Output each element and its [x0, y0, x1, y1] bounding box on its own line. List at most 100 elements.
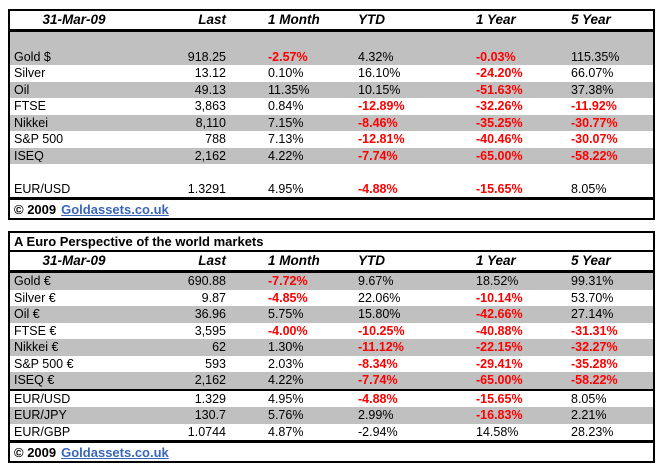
- table-row: S&P 500 € 593 2.03% -8.34% -29.41% -35.28%: [10, 356, 653, 373]
- cell-ytd: -7.74%: [358, 374, 398, 387]
- cell-5year: -58.22%: [571, 374, 618, 387]
- row-label: FTSE €: [14, 324, 57, 337]
- divider: [10, 29, 653, 32]
- row-label: Oil €: [14, 308, 40, 321]
- divider: [10, 270, 653, 273]
- cell-1month: 7.13%: [268, 133, 304, 146]
- cell-last: 1.0744: [187, 425, 226, 438]
- cell-ytd: 15.80%: [358, 308, 401, 321]
- table-row: EUR/JPY 130.7 5.76% 2.99% -16.83% 2.21%: [10, 407, 653, 424]
- table-row: Oil 49.13 11.35% 10.15% -51.63% 37.38%: [10, 81, 653, 98]
- cell-ytd: -12.89%: [358, 100, 405, 113]
- cell-1month: 5.76%: [268, 409, 304, 422]
- usd-table-fx-rows: EUR/USD 1.3291 4.95% -4.88% -15.65% 8.05%: [10, 181, 653, 198]
- col-header-date: 31-Mar-09: [42, 254, 106, 268]
- cell-1month: 4.87%: [268, 425, 304, 438]
- cell-last: 3,595: [194, 324, 226, 337]
- cell-ytd: -11.12%: [358, 341, 404, 354]
- cell-5year: -58.22%: [571, 149, 618, 162]
- table-row: Nikkei 8,110 7.15% -8.46% -35.25% -30.77%: [10, 114, 653, 131]
- cell-ytd: -4.88%: [358, 182, 398, 195]
- cell-1month: 4.95%: [268, 392, 304, 405]
- row-label: EUR/GBP: [14, 425, 71, 438]
- row-label: FTSE: [14, 100, 46, 113]
- table-row: ISEQ € 2,162 4.22% -7.74% -65.00% -58.22%: [10, 372, 653, 389]
- row-label: Nikkei €: [14, 341, 59, 354]
- cell-ytd: 16.10%: [358, 67, 401, 80]
- spacer-row: [10, 164, 653, 181]
- cell-ytd: 10.15%: [358, 83, 401, 96]
- cell-ytd: 9.67%: [358, 275, 394, 288]
- cell-1month: -4.85%: [268, 291, 308, 304]
- cell-ytd: -7.74%: [358, 149, 398, 162]
- euro-table-title: A Euro Perspective of the world markets: [14, 234, 264, 249]
- table-row: FTSE 3,863 0.84% -12.89% -32.26% -11.92%: [10, 98, 653, 115]
- cell-5year: 115.35%: [571, 50, 620, 63]
- euro-table-header-row: 31-Mar-09 Last 1 Month YTD 1 Year 5 Year: [10, 252, 653, 270]
- cell-ytd: -8.34%: [358, 357, 398, 370]
- row-label: Silver €: [14, 291, 56, 304]
- cell-last: 918.25: [187, 50, 226, 63]
- goldassets-link[interactable]: Goldassets.co.uk: [61, 201, 169, 217]
- table-row: Nikkei € 62 1.30% -11.12% -22.15% -32.27%: [10, 339, 653, 356]
- cell-1year: -24.20%: [476, 67, 523, 80]
- copyright-text: © 2009: [14, 444, 57, 460]
- table-row: EUR/USD 1.3291 4.95% -4.88% -15.65% 8.05%: [10, 181, 653, 198]
- cell-1month: -2.57%: [268, 50, 308, 63]
- table-row: Gold $ 918.25 -2.57% 4.32% -0.03% 115.35%: [10, 48, 653, 65]
- cell-5year: -11.92%: [571, 100, 617, 113]
- cell-5year: 53.70%: [571, 291, 614, 304]
- cell-last: 2,162: [194, 374, 226, 387]
- cell-1year: -29.41%: [476, 357, 523, 370]
- cell-last: 49.13: [194, 83, 226, 96]
- table-row: S&P 500 788 7.13% -12.81% -40.46% -30.07%: [10, 131, 653, 148]
- usd-table-header-row: 31-Mar-09 Last 1 Month YTD 1 Year 5 Year: [10, 11, 653, 29]
- euro-table-main-rows: Gold € 690.88 -7.72% 9.67% 18.52% 99.31% Silve…: [10, 273, 653, 389]
- col-header-1year: 1 Year: [476, 13, 516, 27]
- row-label: S&P 500: [14, 133, 64, 146]
- cell-5year: 27.14%: [571, 308, 614, 321]
- cell-last: 1.329: [194, 392, 226, 405]
- cell-1year: -40.88%: [476, 324, 523, 337]
- cell-last: 3,863: [194, 100, 226, 113]
- cell-last: 36.96: [194, 308, 226, 321]
- cell-last: 593: [205, 357, 226, 370]
- cell-1year: -40.46%: [476, 133, 523, 146]
- cell-1year: -0.03%: [476, 50, 516, 63]
- col-header-1month: 1 Month: [268, 13, 320, 27]
- cell-1month: 0.84%: [268, 100, 304, 113]
- row-label: Gold €: [14, 275, 51, 288]
- usd-table-footer: © 2009 Goldassets.co.uk: [10, 200, 653, 218]
- cell-ytd: -8.46%: [358, 116, 398, 129]
- cell-5year: 99.31%: [571, 275, 614, 288]
- cell-1month: 4.95%: [268, 182, 304, 195]
- col-header-5year: 5 Year: [571, 13, 611, 27]
- row-label: S&P 500 €: [14, 357, 74, 370]
- row-label: Gold $: [14, 50, 51, 63]
- cell-1year: -65.00%: [476, 149, 523, 162]
- cell-5year: 2.21%: [571, 409, 607, 422]
- cell-last: 13.12: [194, 67, 226, 80]
- cell-1year: -22.15%: [476, 341, 523, 354]
- goldassets-link[interactable]: Goldassets.co.uk: [61, 444, 169, 460]
- cell-last: 690.88: [187, 275, 226, 288]
- cell-5year: 28.23%: [571, 425, 614, 438]
- cell-5year: 8.05%: [571, 182, 607, 195]
- cell-ytd: 22.06%: [358, 291, 401, 304]
- cell-1year: -15.65%: [476, 182, 523, 195]
- cell-1year: -16.83%: [476, 409, 523, 422]
- cell-1year: -42.66%: [476, 308, 523, 321]
- cell-ytd: 4.32%: [358, 50, 394, 63]
- copyright-text: © 2009: [14, 201, 57, 217]
- cell-1month: 7.15%: [268, 116, 304, 129]
- cell-last: 2,162: [194, 149, 226, 162]
- table-row: Gold € 690.88 -7.72% 9.67% 18.52% 99.31%: [10, 273, 653, 290]
- cell-1year: -32.26%: [476, 100, 523, 113]
- col-header-1month: 1 Month: [268, 254, 320, 268]
- cell-5year: 8.05%: [571, 392, 607, 405]
- cell-1month: 11.35%: [268, 83, 310, 96]
- spacer-row: [10, 32, 653, 49]
- row-label: ISEQ €: [14, 374, 55, 387]
- col-header-last: Last: [198, 254, 226, 268]
- cell-5year: -31.31%: [571, 324, 618, 337]
